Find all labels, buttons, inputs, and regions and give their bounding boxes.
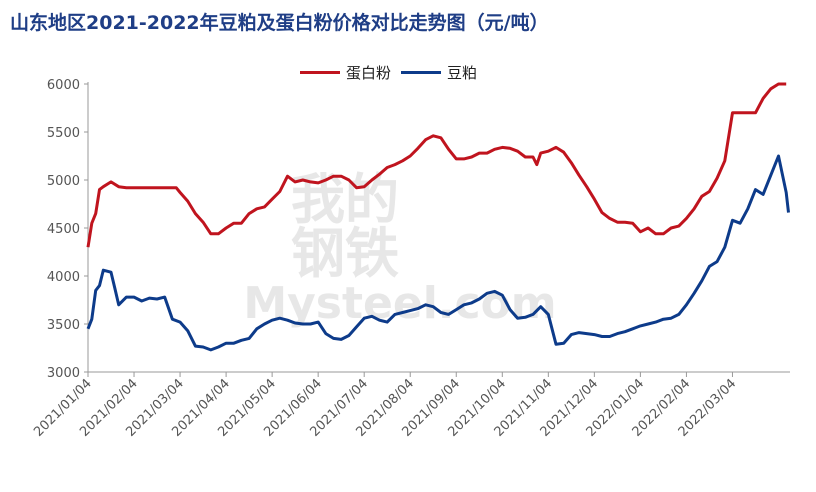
y-tick-label: 5000 [47, 174, 80, 189]
series-line-protein-powder [86, 82, 787, 248]
axes: 30003500400045005000550060002021/01/0420… [31, 78, 790, 440]
series-line-soybean-meal [86, 154, 790, 352]
legend-swatch-protein-powder [300, 71, 340, 74]
chart-title: 山东地区2021-2022年豆粕及蛋白粉价格对比走势图（元/吨） [10, 12, 549, 34]
chart-legend: 蛋白粉 豆粕 [300, 62, 477, 83]
y-tick-label: 6000 [47, 78, 80, 93]
watermark-text-3: Mysteel.com [243, 278, 556, 329]
y-tick-label: 3000 [47, 366, 80, 381]
series-lines [86, 82, 790, 352]
legend-label-protein-powder: 蛋白粉 [346, 64, 392, 82]
y-tick-label: 4000 [47, 270, 80, 285]
legend-item-protein-powder: 蛋白粉 [300, 62, 391, 83]
watermark-text-2: 钢铁 [291, 222, 399, 285]
y-tick-label: 5500 [47, 126, 80, 141]
legend-swatch-soybean-meal [401, 71, 442, 74]
y-tick-label: 3500 [47, 318, 80, 333]
legend-label-soybean-meal: 豆粕 [447, 64, 478, 82]
legend-item-soybean-meal: 豆粕 [401, 62, 477, 83]
y-tick-label: 4500 [47, 222, 80, 237]
